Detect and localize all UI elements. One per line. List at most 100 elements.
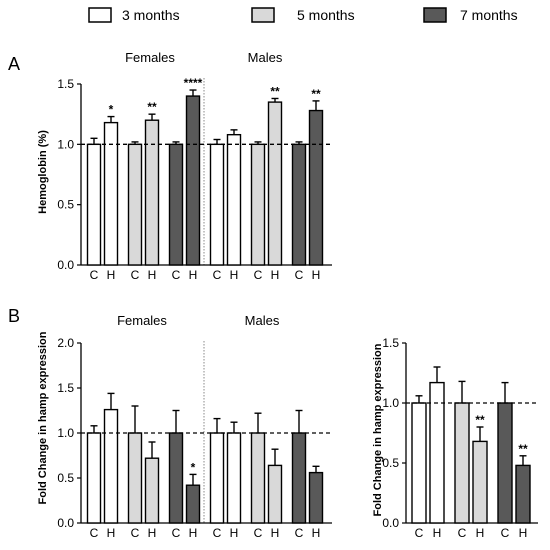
panel-b-right-bar bbox=[472, 440, 488, 524]
panel-b-ytick-label: 2.0 bbox=[57, 336, 74, 350]
panel-b-right-ytick-label: 1.0 bbox=[382, 396, 399, 410]
panel-a-xtick-label: C bbox=[254, 268, 263, 282]
panel-a-bar bbox=[168, 143, 184, 266]
panel-a-bar bbox=[267, 101, 283, 266]
panel-b-right-xtick-label: C bbox=[501, 526, 510, 540]
panel-b-right-xtick-label: H bbox=[519, 526, 528, 540]
panel-b-right-ytick-label: 0.5 bbox=[382, 456, 399, 470]
panel-a-xtick-label: H bbox=[271, 268, 280, 282]
panel-b-xtick-label: C bbox=[254, 526, 263, 540]
panel-a-group-females: Females bbox=[125, 50, 175, 65]
chart-panel-b: Fold Change in hamp expression Females M… bbox=[37, 313, 332, 540]
panel-a-xtick-label: C bbox=[295, 268, 304, 282]
panel-a-xtick-label: C bbox=[90, 268, 99, 282]
panel-b-bar bbox=[226, 432, 242, 524]
legend-label-7-months: 7 months bbox=[460, 7, 518, 23]
legend-item-3-months: 3 months bbox=[88, 7, 180, 23]
legend-item-5-months: 5 months bbox=[251, 7, 355, 23]
panel-b-group-females: Females bbox=[117, 313, 167, 328]
panel-b-ytick-label: 0.0 bbox=[57, 516, 74, 530]
panel-b-xtick-label: C bbox=[131, 526, 140, 540]
panel-a-significance-label: **** bbox=[184, 76, 203, 90]
legend-swatch-5-months bbox=[251, 7, 275, 23]
panel-a-xtick-label: C bbox=[172, 268, 181, 282]
legend: 3 months 5 months 7 months bbox=[88, 7, 518, 23]
panel-a-xtick-label: H bbox=[107, 268, 116, 282]
chart-panel-a: Hemoglobin (%) Females Males 0.0 0.5 1.0 1.… bbox=[37, 50, 332, 282]
panel-b-xtick-label: C bbox=[90, 526, 99, 540]
panel-a-xtick-label: H bbox=[148, 268, 157, 282]
panel-b-right-bar bbox=[515, 464, 531, 524]
panel-b-ytick-label: 0.5 bbox=[57, 471, 74, 485]
panel-a-bar bbox=[185, 95, 201, 266]
panel-b-group-males: Males bbox=[245, 313, 280, 328]
panel-a-bar bbox=[86, 143, 102, 266]
panel-b-bar bbox=[168, 432, 184, 524]
panel-b-bar bbox=[250, 432, 266, 524]
panel-b-right-significance-label: ** bbox=[518, 442, 528, 456]
panel-a-bar bbox=[291, 143, 307, 266]
panel-a-significance-label: ** bbox=[311, 87, 321, 101]
panel-a-bar bbox=[250, 143, 266, 266]
panel-b-right-ytick-label: 1.5 bbox=[382, 336, 399, 350]
panel-b-right-bar bbox=[411, 402, 427, 524]
panel-b-xtick-label: H bbox=[271, 526, 280, 540]
panel-b-xtick-label: C bbox=[213, 526, 222, 540]
panel-label-a: A bbox=[8, 54, 20, 74]
panel-b-right-significance-label: ** bbox=[475, 413, 485, 427]
panel-b-bar bbox=[291, 432, 307, 524]
legend-label-5-months: 5 months bbox=[297, 7, 355, 23]
panel-b-xtick-label: H bbox=[230, 526, 239, 540]
panel-b-ytick-label: 1.5 bbox=[57, 381, 74, 395]
legend-item-7-months: 7 months bbox=[423, 7, 518, 23]
panel-b-right-ylabel: Fold Change in hamp expression bbox=[372, 343, 384, 516]
panel-b-bar bbox=[267, 464, 283, 524]
panel-b-right-xtick-label: C bbox=[415, 526, 424, 540]
panel-b-xtick-label: C bbox=[172, 526, 181, 540]
legend-swatch-3-months bbox=[88, 7, 112, 23]
panel-a-xtick-label: C bbox=[213, 268, 222, 282]
panel-b-bar bbox=[127, 432, 143, 524]
panel-b-bar bbox=[86, 432, 102, 524]
panel-b-bar bbox=[308, 471, 324, 524]
panel-b-right-ytick-label: 0.0 bbox=[382, 516, 399, 530]
panel-a-bar bbox=[144, 119, 160, 266]
panel-a-xtick-label: H bbox=[189, 268, 198, 282]
panel-a-significance-label: ** bbox=[147, 100, 157, 114]
panel-b-xtick-label: H bbox=[107, 526, 116, 540]
panel-a-significance-label: * bbox=[109, 103, 114, 117]
panel-a-significance-label: ** bbox=[270, 84, 280, 98]
panel-b-right-bar bbox=[429, 381, 445, 524]
panel-a-ytick-label: 0.0 bbox=[57, 258, 74, 272]
panel-a-group-males: Males bbox=[248, 50, 283, 65]
panel-a-ylabel: Hemoglobin (%) bbox=[37, 130, 49, 214]
panel-b-xtick-label: C bbox=[295, 526, 304, 540]
panel-a-ytick-label: 0.5 bbox=[57, 198, 74, 212]
panel-b-ylabel: Fold Change in hamp expression bbox=[37, 331, 49, 504]
panel-a-ytick-label: 1.0 bbox=[57, 137, 74, 151]
panel-b-ytick-label: 1.0 bbox=[57, 426, 74, 440]
legend-swatch-7-months bbox=[423, 7, 447, 23]
panel-b-xtick-label: H bbox=[189, 526, 198, 540]
panel-a-bar bbox=[209, 143, 225, 266]
panel-b-significance-label: * bbox=[191, 460, 196, 474]
panel-b-xtick-label: H bbox=[312, 526, 321, 540]
panel-b-bar bbox=[144, 457, 160, 524]
panel-label-b: B bbox=[8, 306, 20, 326]
panel-b-bar bbox=[185, 484, 201, 524]
panel-b-right-bar bbox=[454, 402, 470, 524]
panel-a-bar bbox=[127, 143, 143, 266]
panel-a-xtick-label: H bbox=[312, 268, 321, 282]
panel-a-bar bbox=[308, 109, 324, 266]
panel-b-right-xtick-label: C bbox=[458, 526, 467, 540]
panel-a-bar bbox=[226, 133, 242, 266]
panel-b-right-xtick-label: H bbox=[433, 526, 442, 540]
panel-a-xtick-label: H bbox=[230, 268, 239, 282]
panel-a-xtick-label: C bbox=[131, 268, 140, 282]
panel-b-xtick-label: H bbox=[148, 526, 157, 540]
panel-b-bar bbox=[103, 408, 119, 524]
panel-a-ytick-label: 1.5 bbox=[57, 77, 74, 91]
chart-panel-b-right: Fold Change in hamp expression 0.0 0.5 1.0… bbox=[372, 336, 538, 540]
panel-b-right-xtick-label: H bbox=[476, 526, 485, 540]
